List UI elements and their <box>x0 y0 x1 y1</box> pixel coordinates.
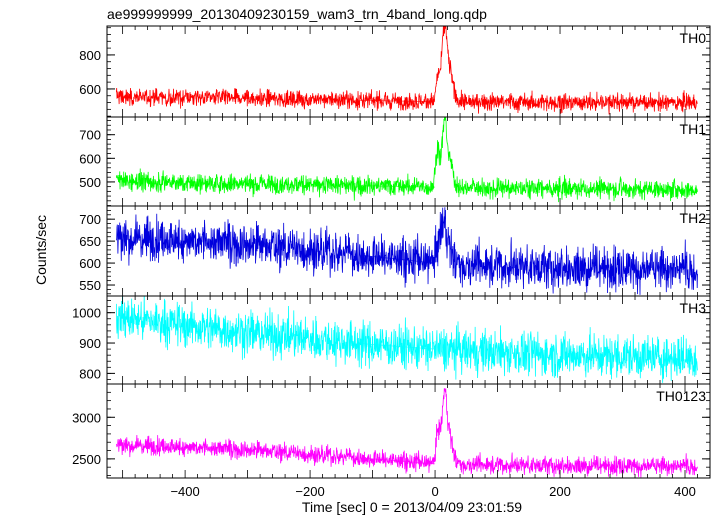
panel-label: TH0123 <box>656 388 706 404</box>
x-tick-label: 200 <box>549 484 571 499</box>
panel-frame <box>106 205 711 297</box>
y-tick-label: 600 <box>79 151 101 166</box>
y-tick-label: 500 <box>79 175 101 190</box>
panel-th0123: TH0123 2500 3000 <box>72 383 711 479</box>
x-axis-label: Time [sec] 0 = 2013/04/09 23:01:59 <box>302 499 522 515</box>
y-tick-label: 600 <box>79 256 101 271</box>
panel-th1: TH1 500 600 700 <box>79 116 711 207</box>
y-tick-label: 2500 <box>72 452 101 467</box>
panels: TH0 600 800 TH1 500 600 700 TH2 550 600 650 700 TH3 8… <box>72 25 711 499</box>
x-tick-label: 400 <box>674 484 696 499</box>
panel-frame <box>106 383 711 479</box>
series-line-th2 <box>115 207 698 295</box>
series-mean-th2 <box>360 254 436 264</box>
x-tick-label: −400 <box>170 484 199 499</box>
x-tick-label: 0 <box>431 484 438 499</box>
y-tick-label: 700 <box>79 128 101 143</box>
series-line-th1 <box>115 117 698 203</box>
series-mean-th1 <box>360 185 436 188</box>
series-mean-th0 <box>360 99 436 103</box>
panel-label: TH3 <box>680 300 707 316</box>
figure-title: ae999999999_20130409230159_wam3_trn_4ban… <box>107 6 487 22</box>
y-tick-label: 800 <box>79 48 101 63</box>
x-tick-label: −200 <box>295 484 324 499</box>
x-tick-labels: −400 −200 0 200 400 <box>170 484 695 499</box>
y-tick-label: 3000 <box>72 410 101 425</box>
panel-label: TH0 <box>680 30 707 46</box>
panel-th3: TH3 800 900 1000 <box>72 295 711 385</box>
y-tick-label: 800 <box>79 366 101 381</box>
y-tick-label: 550 <box>79 278 101 293</box>
panel-th0: TH0 600 800 <box>79 25 711 118</box>
y-tick-label: 600 <box>79 82 101 97</box>
panel-label: TH2 <box>680 210 707 226</box>
panel-label: TH1 <box>680 121 707 137</box>
y-axis-label: Counts/sec <box>33 215 49 285</box>
series-line-th3 <box>115 296 698 383</box>
series-line-th0 <box>115 26 698 115</box>
y-tick-label: 650 <box>79 234 101 249</box>
series-mean-th0123 <box>360 457 436 465</box>
panel-th2: TH2 550 600 650 700 <box>79 205 711 297</box>
series-line-th0123 <box>115 388 698 478</box>
y-tick-label: 900 <box>79 336 101 351</box>
y-tick-label: 1000 <box>72 306 101 321</box>
y-tick-label: 700 <box>79 212 101 227</box>
series-mean-th3 <box>360 342 436 350</box>
